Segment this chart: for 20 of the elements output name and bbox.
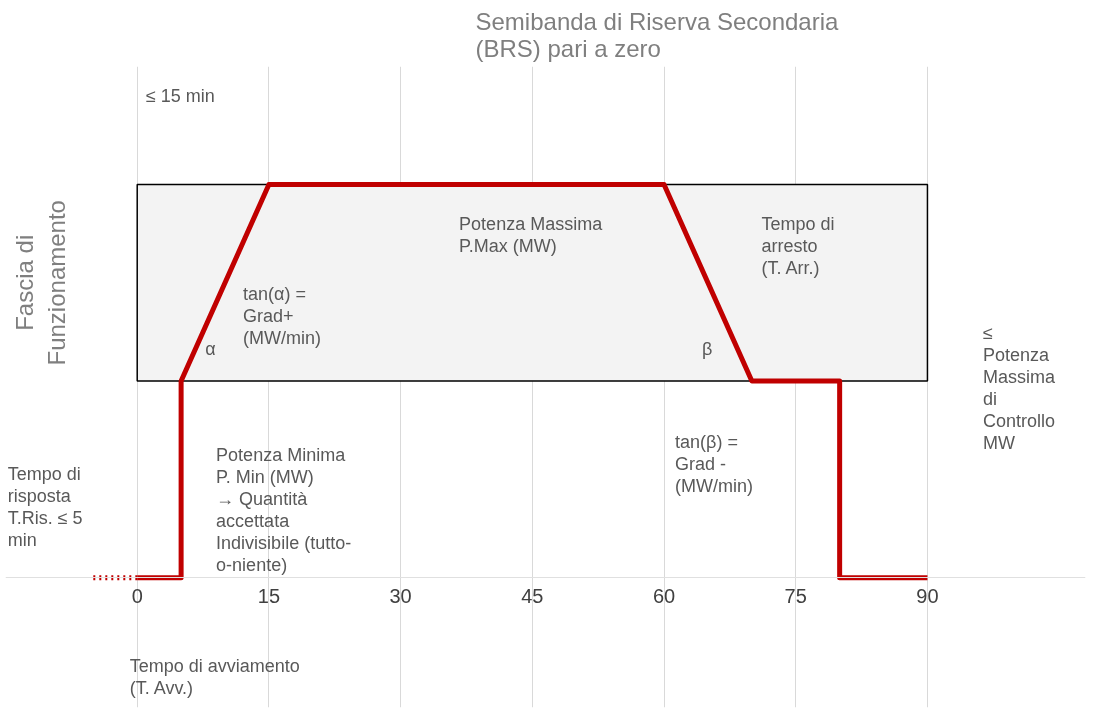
annotation: tan(α) = Grad+ (MW/min) xyxy=(243,284,322,349)
annotation: Tempo di arresto (T. Arr.) xyxy=(761,213,835,278)
chart-title: Semibanda di Riserva Secondaria (BRS) pari a zero xyxy=(475,7,840,62)
x-tick-label: 75 xyxy=(784,584,807,607)
x-tick-label: 0 xyxy=(131,584,143,607)
text: ≤ 15 min xyxy=(145,85,215,106)
annotation: Tempo di risposta T.Ris. ≤ 5 min xyxy=(7,463,83,550)
x-tick-label: 45 xyxy=(521,584,544,607)
annotation: tan(β) = Grad - (MW/min) xyxy=(675,431,754,496)
annotation: β xyxy=(702,338,713,359)
annotation: Potenza Minima P. Min (MW) → Quantità accettata Indivisibile (tutto- o-niente) xyxy=(216,444,352,575)
annotation: α xyxy=(205,338,216,359)
x-tick-label: 90 xyxy=(916,584,939,607)
annotation: Potenza Massima P.Max (MW) xyxy=(459,213,604,256)
x-tick-label: 30 xyxy=(389,584,412,607)
band-label: Fascia di Funzionamento xyxy=(10,200,71,366)
x-tick-label: 15 xyxy=(257,584,281,607)
x-tick-label: 60 xyxy=(652,584,676,607)
text: Tempo di avviamento (T. Avv.) xyxy=(129,656,300,699)
annotation: ≤ Potenza Massima di Controllo MW xyxy=(982,322,1056,453)
